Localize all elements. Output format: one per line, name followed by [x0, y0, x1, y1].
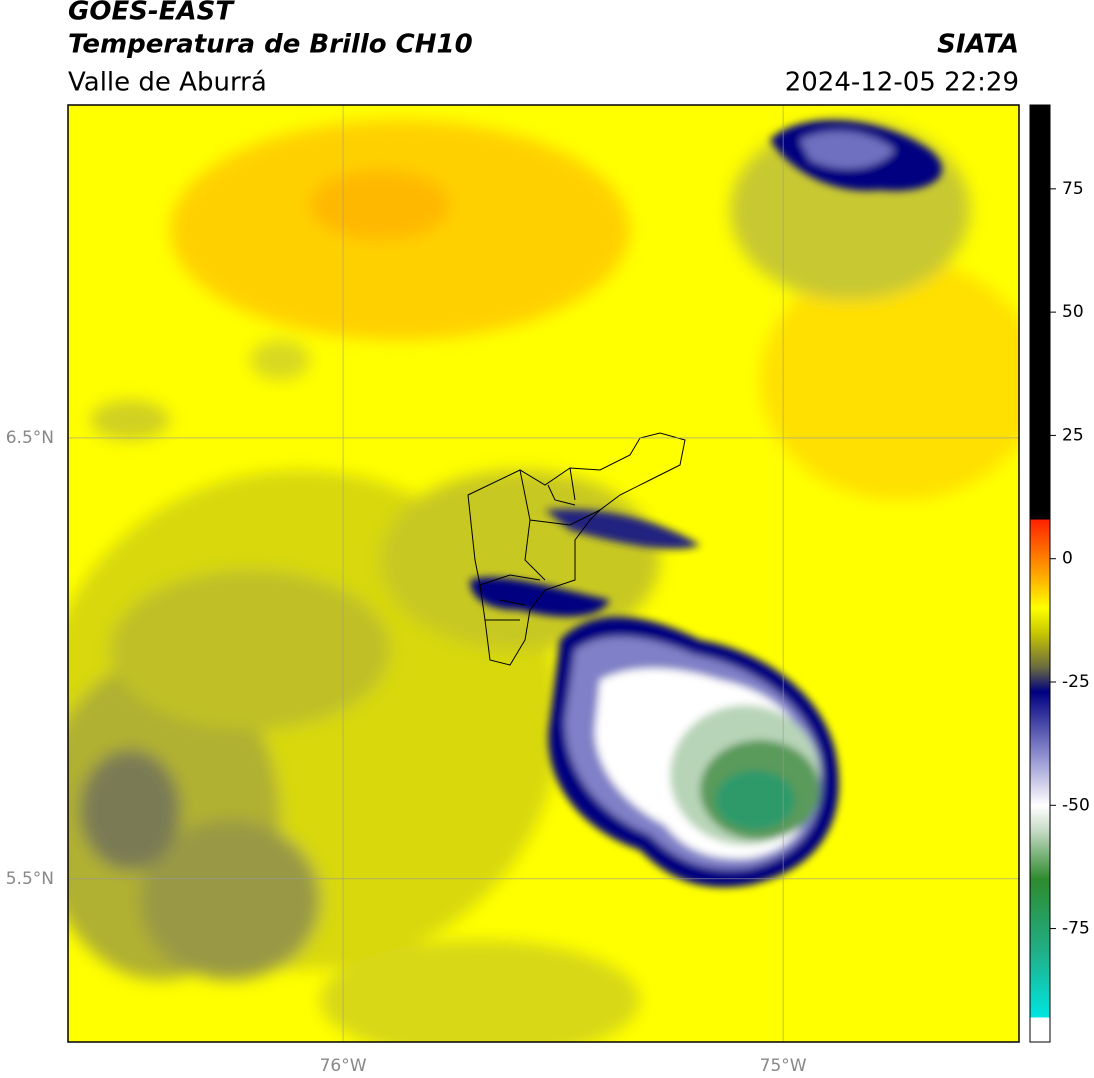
datetime: 2024-12-05 22:29 [785, 68, 1019, 98]
subtitle: Temperatura de Brillo CH10 [68, 30, 473, 60]
colorbar-tick-label: -25 [1062, 672, 1090, 692]
x-tick-label: 75°W [760, 1056, 807, 1076]
colorbar-tick-label: 0 [1062, 549, 1073, 569]
title: GOES-EAST [68, 0, 235, 27]
colorbar-tick-label: -50 [1062, 795, 1090, 815]
colorbar-tick-label: 50 [1062, 302, 1084, 322]
municipality-borders [467, 432, 686, 666]
x-tick-label: 76°W [320, 1056, 367, 1076]
colorbar-tick-label: 75 [1062, 179, 1084, 199]
colorbar [1029, 104, 1051, 1043]
colorbar-tick-label: 25 [1062, 425, 1084, 445]
colorbar-tick-label: -75 [1062, 919, 1090, 939]
satellite-field [68, 105, 1019, 1042]
source: SIATA [937, 30, 1019, 60]
region: Valle de Aburrá [68, 68, 267, 98]
y-tick-label: 6.5°N [6, 428, 54, 448]
map-frame [67, 104, 1020, 1043]
y-tick-label: 5.5°N [6, 869, 54, 889]
